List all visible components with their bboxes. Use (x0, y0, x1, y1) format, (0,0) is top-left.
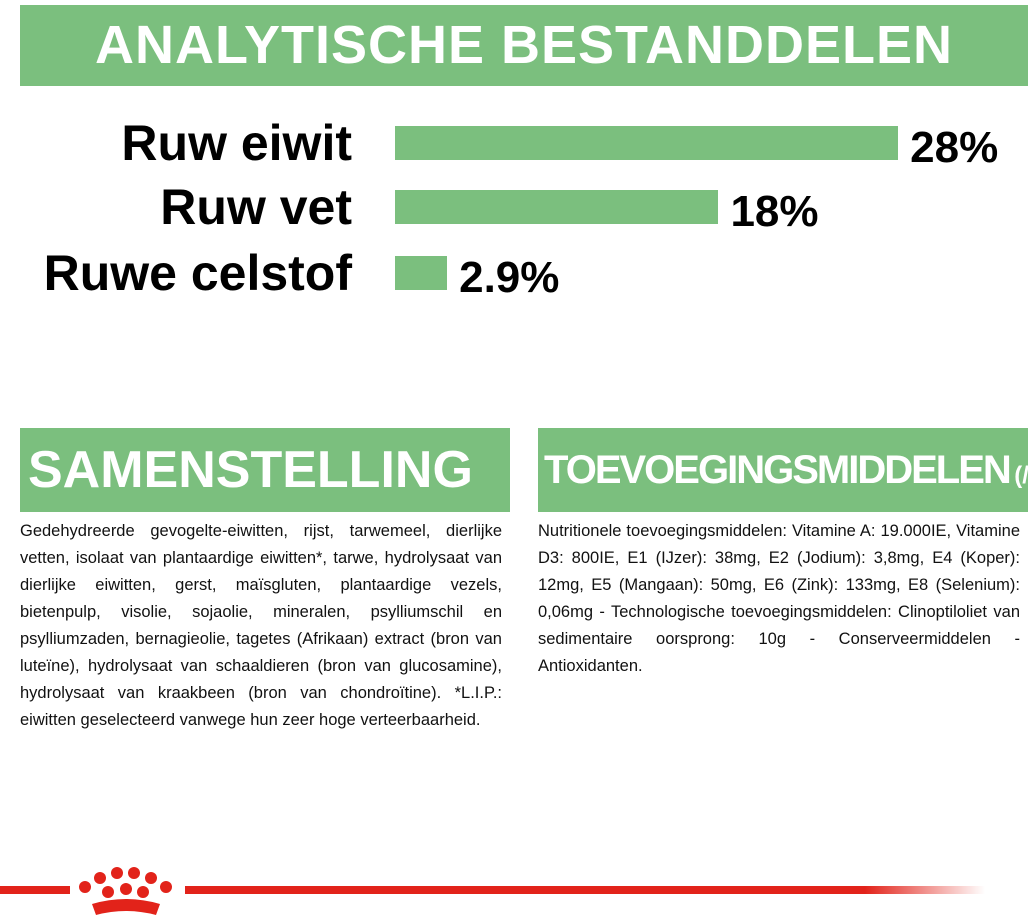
bar (395, 256, 448, 290)
composition-text: Gedehydreerde gevogelte-eiwitten, rijst,… (20, 522, 502, 729)
value-label: 28% (910, 123, 999, 172)
header-title: ANALYTISCHE BESTANDDELEN (20, 5, 1028, 86)
footer-logo (0, 867, 985, 915)
bar (395, 126, 899, 160)
value-label: 18% (730, 187, 819, 236)
bar (395, 190, 719, 224)
nutrient-label: Ruw eiwit (121, 115, 352, 171)
additives-unit: (/kg) (1014, 462, 1030, 489)
nutrient-label: Ruw vet (160, 179, 352, 235)
value-label: 2.9% (459, 253, 560, 302)
additives-text: Nutritionele toevoegingsmiddelen: Vitami… (538, 522, 1020, 675)
additives-title: TOEVOEGINGSMIDDELEN (544, 448, 1012, 492)
additives-header: TOEVOEGINGSMIDDELEN (/kg) (538, 428, 1030, 512)
nutrient-label: Ruwe celstof (43, 245, 352, 301)
composition-title: SAMENSTELLING (20, 428, 510, 512)
